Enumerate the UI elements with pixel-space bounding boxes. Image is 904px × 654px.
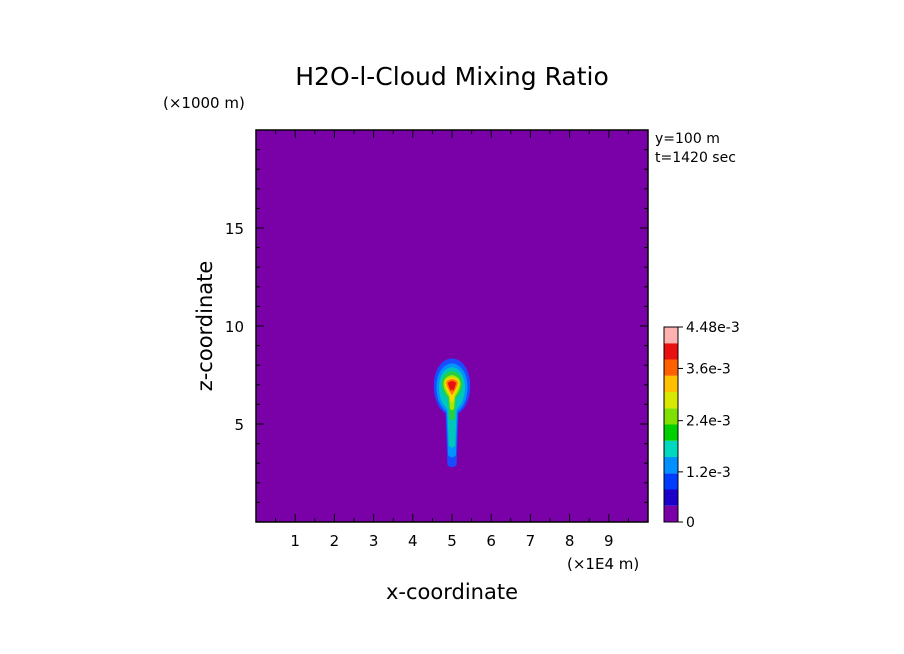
x-tick-label: 2 bbox=[330, 532, 340, 550]
colorbar-swatch bbox=[664, 375, 678, 392]
cloud-contours bbox=[433, 358, 471, 468]
colorbar-level-label: 0 bbox=[686, 515, 695, 531]
colorbar-swatch bbox=[664, 473, 678, 490]
y-axis-label: z-coordinate bbox=[193, 261, 217, 392]
x-axis-label: x-coordinate bbox=[386, 580, 518, 604]
colorbar-level-label: 3.6e-3 bbox=[686, 361, 731, 377]
x-unit-label: (×1E4 m) bbox=[567, 555, 639, 573]
colorbar-swatch bbox=[664, 392, 678, 409]
colorbar-swatch bbox=[664, 327, 678, 344]
colorbar-frame bbox=[663, 326, 679, 523]
y-tick-label: 15 bbox=[225, 220, 244, 238]
colorbar-swatch bbox=[664, 424, 678, 441]
axis-ticks bbox=[256, 130, 648, 522]
x-tick-label: 4 bbox=[408, 532, 418, 550]
x-tick-label: 1 bbox=[290, 532, 300, 550]
colorbar-swatch bbox=[664, 359, 678, 376]
y-tick-labels: 5 10 15 bbox=[225, 220, 244, 434]
annotation-t: t=1420 sec bbox=[655, 150, 736, 166]
colorbar-level-label: 1.2e-3 bbox=[686, 465, 731, 481]
colorbar-swatch bbox=[664, 343, 678, 360]
x-tick-label: 5 bbox=[447, 532, 457, 550]
y-tick-label: 5 bbox=[234, 416, 244, 434]
annotation-y: y=100 m bbox=[655, 131, 720, 147]
colorbar-swatch bbox=[664, 505, 678, 522]
x-tick-label: 7 bbox=[526, 532, 536, 550]
x-tick-label: 3 bbox=[369, 532, 379, 550]
x-tick-labels: 1 2 3 4 5 6 7 8 9 bbox=[290, 532, 613, 550]
colorbar-swatch bbox=[664, 408, 678, 425]
y-unit-label: (×1000 m) bbox=[163, 94, 245, 112]
colorbar-labels: 0 1.2e-3 2.4e-3 3.6e-3 4.48e-3 bbox=[678, 320, 740, 531]
chart-title: H2O-l-Cloud Mixing Ratio bbox=[295, 62, 609, 91]
colorbar-level-label: 4.48e-3 bbox=[686, 320, 740, 336]
colorbar-level-label: 2.4e-3 bbox=[686, 414, 731, 430]
x-tick-label: 6 bbox=[486, 532, 496, 550]
x-tick-label: 8 bbox=[565, 532, 575, 550]
x-tick-label: 9 bbox=[604, 532, 614, 550]
colorbar-swatch bbox=[664, 457, 678, 474]
colorbar-swatch bbox=[664, 489, 678, 506]
colorbar bbox=[663, 326, 679, 523]
y-tick-label: 10 bbox=[225, 318, 244, 336]
colorbar-swatch bbox=[664, 440, 678, 457]
cloud-contour-7 bbox=[448, 380, 456, 392]
